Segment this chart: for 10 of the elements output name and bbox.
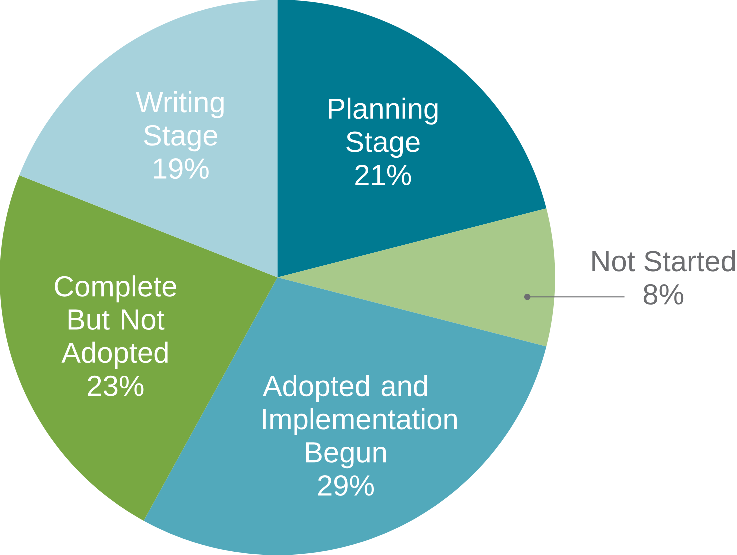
data-label: 29% <box>318 475 374 496</box>
data-label: 23% <box>88 376 144 396</box>
slice-label: Complete But Not Adopted <box>55 275 176 369</box>
data-label: 19% <box>154 158 209 179</box>
slice-label: Adopted and Implementation Begun <box>263 375 457 468</box>
slice-label: Writing Stage <box>136 91 224 152</box>
slice-label: Not Started <box>592 250 736 272</box>
slice-label: Planning Stage <box>329 98 438 158</box>
data-label: 21% <box>356 164 412 186</box>
data-label: 8% <box>644 284 684 305</box>
